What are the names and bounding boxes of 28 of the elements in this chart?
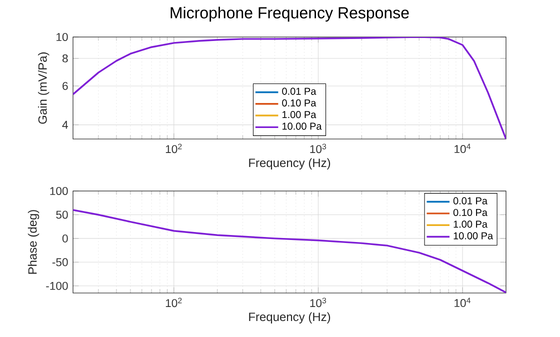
legend-label: 10.00 Pa [282, 122, 322, 130]
y-tick-label: 50 [56, 210, 68, 219]
x-tick-label: 10$^{3}$ [310, 144, 326, 154]
chart-title: Microphone Frequency Response [170, 6, 409, 22]
y-tick-label: 100 [50, 186, 68, 196]
legend-label: 10.00 Pa [454, 232, 494, 240]
x-axis-title: Frequency (Hz) [249, 158, 330, 170]
x-axis-title: Frequency (Hz) [249, 312, 330, 324]
y-tick-label: 8 [62, 54, 68, 62]
y-axis-title: Phase (deg) [28, 210, 40, 274]
y-tick-label: -50 [52, 258, 68, 266]
legend-label: 1.00 Pa [282, 111, 316, 118]
x-tick-label: 10$^{4}$ [454, 144, 471, 154]
legend-label: 0.01 Pa [453, 197, 488, 204]
legend-label: 0.01 Pa [282, 88, 316, 95]
y-tick-label: -100 [46, 282, 68, 290]
y-tick-label: 4 [62, 120, 68, 129]
y-axis-title: Gain (mV/Pa) [38, 52, 50, 124]
x-tick-label: 10$^{4}$ [454, 298, 471, 308]
x-tick-label: 10$^{2}$ [166, 144, 182, 154]
legend-label: 1.00 Pa [454, 220, 488, 228]
legend-label: 0.10 Pa [453, 208, 488, 216]
y-tick-label: 6 [62, 82, 68, 90]
y-tick-label: 0 [62, 234, 68, 242]
y-tick-label: 10 [56, 32, 68, 42]
x-tick-label: 10$^{2}$ [166, 298, 182, 308]
x-tick-label: 10$^{3}$ [310, 298, 326, 308]
legend-label: 0.10 Pa [282, 99, 316, 106]
